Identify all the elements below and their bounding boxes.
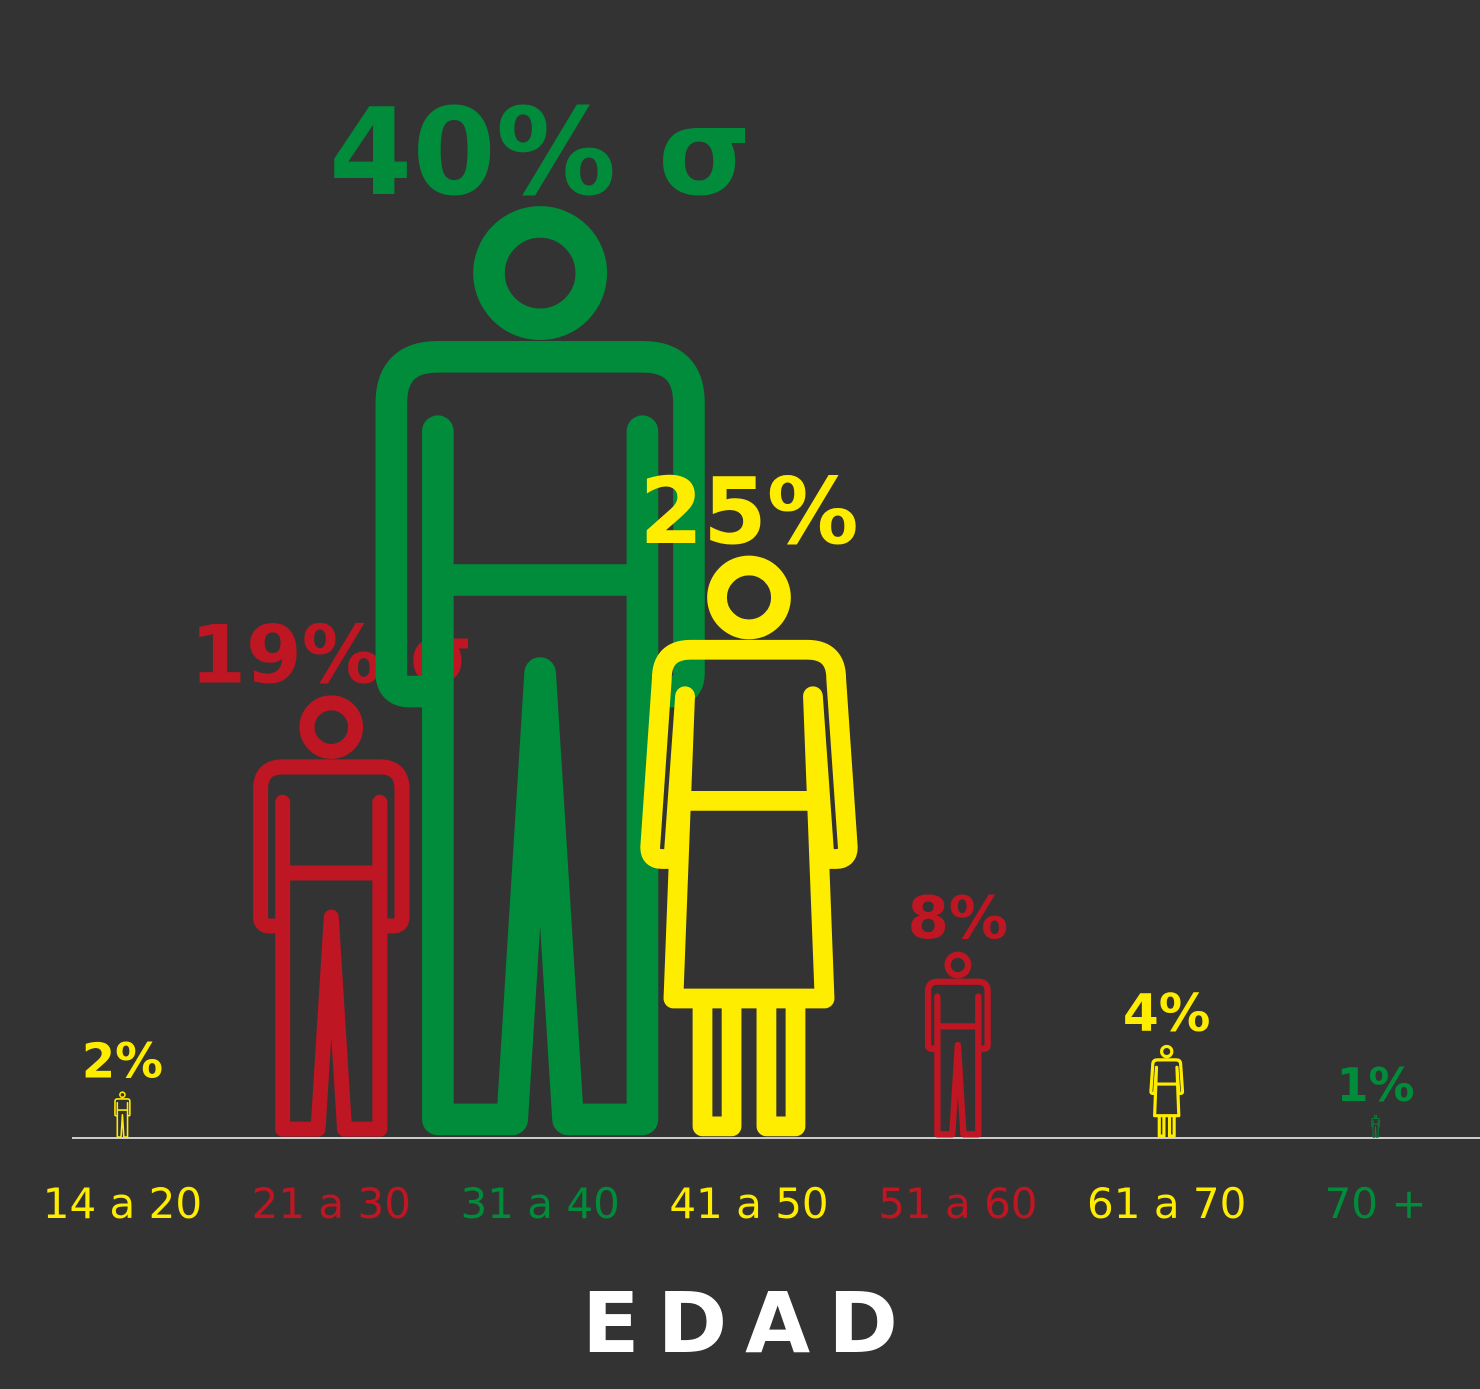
x-tick-label: 51 a 60 — [878, 1179, 1037, 1228]
figure-head — [944, 951, 972, 979]
figure — [375, 206, 705, 1136]
figure-body — [375, 340, 705, 1136]
figure-body — [640, 639, 858, 1137]
value-label: 8% — [908, 883, 1009, 952]
x-tick-label: 31 a 40 — [460, 1179, 619, 1228]
figure-head — [299, 695, 364, 759]
value-label: 4% — [1123, 984, 1211, 1044]
value-label: 40% σ — [329, 84, 751, 223]
figure — [640, 555, 858, 1137]
figure-head — [1160, 1044, 1174, 1059]
figure — [114, 1091, 131, 1138]
x-tick-label: 70 + — [1325, 1179, 1427, 1228]
figure-body — [1371, 1118, 1380, 1138]
figure-body — [1149, 1058, 1185, 1138]
value-label: 2% — [82, 1035, 163, 1090]
figure-body — [114, 1098, 131, 1138]
figure-head — [707, 555, 791, 640]
figure-head — [119, 1091, 126, 1099]
x-axis-label: EDAD — [582, 1274, 916, 1372]
figure-head — [473, 206, 608, 341]
figure — [924, 951, 991, 1138]
x-tick-label: 21 a 30 — [252, 1179, 411, 1228]
value-label: 25% — [639, 458, 858, 565]
figure — [1371, 1114, 1380, 1138]
x-tick-label: 41 a 50 — [669, 1179, 828, 1228]
x-tick-label: 61 a 70 — [1087, 1179, 1246, 1228]
value-label: 1% — [1337, 1058, 1415, 1112]
figure — [253, 695, 410, 1137]
figure-body — [924, 978, 991, 1138]
figure — [1149, 1044, 1185, 1138]
x-tick-label: 14 a 20 — [43, 1179, 202, 1228]
figure-head — [1373, 1114, 1378, 1119]
figure-body — [253, 759, 410, 1137]
